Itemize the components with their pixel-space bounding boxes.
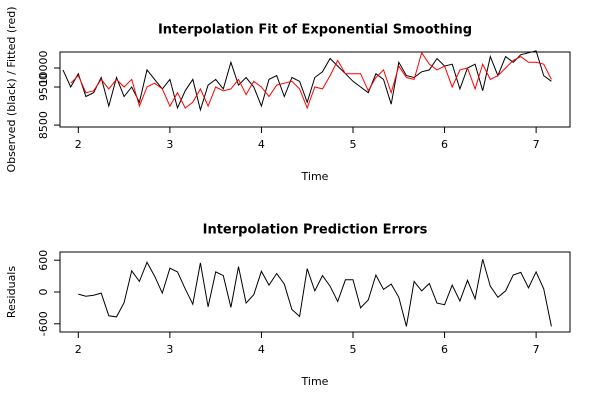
x-tick-label: 3 — [166, 343, 173, 356]
x-tick-label: 3 — [166, 138, 173, 151]
y-axis-label: Residuals — [5, 266, 18, 318]
x-axis-label: Time — [301, 170, 329, 183]
y-tick-label: 10000 — [37, 50, 50, 85]
series-line — [62, 50, 552, 112]
y-tick-label: -600 — [37, 311, 50, 336]
x-tick-label: 4 — [258, 138, 265, 151]
y-tick-label: 9500 — [37, 73, 50, 101]
x-tick-label: 5 — [349, 138, 356, 151]
plot-box — [59, 251, 571, 333]
x-tick-label: 7 — [533, 343, 540, 356]
x-tick-label: 6 — [441, 343, 448, 356]
chart-title: Interpolation Fit of Exponential Smoothi… — [158, 23, 472, 38]
y-tick-label: 600 — [37, 250, 50, 271]
x-tick-label: 7 — [533, 138, 540, 151]
plot-box — [59, 51, 571, 128]
x-axis-label: Time — [301, 375, 329, 388]
x-tick-label: 5 — [349, 343, 356, 356]
y-tick-label: 8500 — [37, 111, 50, 139]
series-line — [70, 51, 552, 110]
y-axis-label: Observed (black) / Fitted (red) — [5, 7, 18, 173]
x-tick-label: 4 — [258, 343, 265, 356]
chart-title: Interpolation Prediction Errors — [203, 223, 428, 238]
x-tick-label: 6 — [441, 138, 448, 151]
series-line — [78, 259, 552, 327]
x-tick-label: 2 — [75, 343, 82, 356]
x-tick-label: 2 — [75, 138, 82, 151]
y-tick-label: 0 — [37, 289, 50, 296]
